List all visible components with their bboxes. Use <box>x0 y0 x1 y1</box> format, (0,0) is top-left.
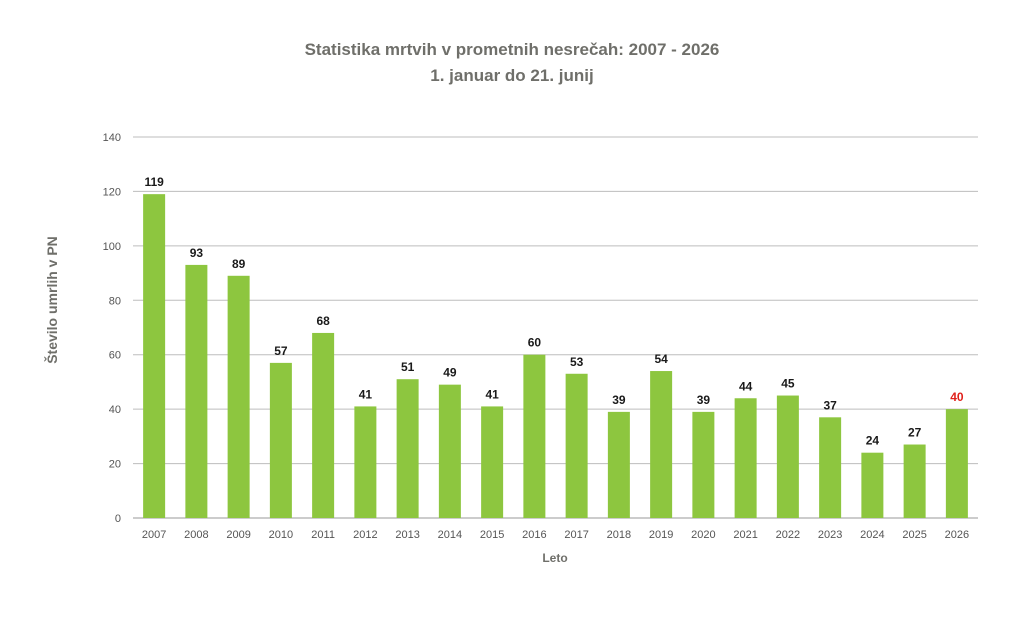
bar-value-label: 60 <box>528 336 542 350</box>
bar <box>861 452 884 518</box>
x-tick-label: 2019 <box>649 529 673 541</box>
bar <box>734 398 757 518</box>
bar <box>903 444 926 518</box>
y-tick-label: 140 <box>103 132 121 144</box>
bar <box>819 417 842 518</box>
bar-value-label: 49 <box>443 366 457 380</box>
x-tick-label: 2008 <box>184 529 208 541</box>
x-tick-label: 2016 <box>522 529 546 541</box>
x-tick-label: 2026 <box>945 529 969 541</box>
y-tick-label: 120 <box>103 186 121 198</box>
bar-value-label: 54 <box>654 352 668 366</box>
bar-value-label: 93 <box>190 246 204 260</box>
x-tick-label: 2011 <box>311 529 335 541</box>
bar <box>438 384 461 518</box>
bar-value-label: 39 <box>612 393 626 407</box>
bars: 119 93 89 57 68 41 51 49 41 60 53 39 54 39 44 45 37 24 27 4… <box>143 175 968 518</box>
x-tick-label: 2024 <box>860 529 884 541</box>
grid-lines <box>133 136 978 519</box>
bar <box>945 409 968 518</box>
bar-value-label: 37 <box>823 398 837 412</box>
y-tick-label: 60 <box>109 350 121 362</box>
bar <box>776 395 799 518</box>
x-tick-label: 2023 <box>818 529 842 541</box>
bar <box>312 332 335 518</box>
x-tick-label: 2015 <box>480 529 504 541</box>
bar-value-label: 45 <box>781 377 795 391</box>
bar-value-label: 41 <box>359 387 373 401</box>
x-tick-label: 2009 <box>226 529 250 541</box>
bar-value-label: 68 <box>316 314 330 328</box>
bar-value-label: 53 <box>570 355 584 369</box>
x-tick-label: 2014 <box>438 529 462 541</box>
y-tick-label: 80 <box>109 295 121 307</box>
x-tick-label: 2020 <box>691 529 715 541</box>
bar-value-label: 57 <box>274 344 288 358</box>
bar-value-label: 40 <box>950 390 964 404</box>
bar <box>143 194 166 518</box>
bar-value-label: 119 <box>144 175 164 189</box>
chart-title: Statistika mrtvih v prometnih nesrečah: … <box>304 40 720 59</box>
bar-value-label: 39 <box>697 393 711 407</box>
bar <box>565 373 588 518</box>
bar <box>269 362 292 518</box>
x-tick-label: 2017 <box>564 529 588 541</box>
bar <box>692 411 715 518</box>
bar <box>607 411 630 518</box>
x-tick-label: 2010 <box>269 529 293 541</box>
x-tick-label: 2012 <box>353 529 377 541</box>
x-tick-label: 2025 <box>902 529 926 541</box>
x-tick-label: 2007 <box>142 529 166 541</box>
bar <box>396 379 419 518</box>
x-tick-label: 2018 <box>607 529 631 541</box>
bar <box>523 354 546 518</box>
bar <box>650 371 673 518</box>
y-tick-label: 0 <box>115 513 121 525</box>
bar-value-label: 44 <box>739 379 753 393</box>
x-axis-ticks: 2007 2008 2009 2010 2011 2012 2013 2014 2015 2016… <box>142 529 969 541</box>
chart-subtitle: 1. januar do 21. junij <box>430 66 594 85</box>
y-tick-label: 100 <box>103 241 121 253</box>
bar <box>227 275 250 518</box>
bar-value-label: 51 <box>401 360 415 374</box>
bar-value-label: 27 <box>908 426 922 440</box>
bar <box>481 406 504 518</box>
y-axis-ticks: 0 20 40 60 80 100 120 140 <box>103 132 121 525</box>
y-tick-label: 40 <box>109 404 121 416</box>
bar <box>354 406 377 518</box>
bar <box>185 264 208 518</box>
bar-value-label: 24 <box>866 434 880 448</box>
x-tick-label: 2013 <box>395 529 419 541</box>
bar-value-label: 41 <box>485 387 499 401</box>
y-axis-label: Število umrlih v PN <box>43 236 60 364</box>
x-axis-label: Leto <box>542 551 567 565</box>
x-tick-label: 2022 <box>776 529 800 541</box>
y-tick-label: 20 <box>109 459 121 471</box>
bar-value-label: 89 <box>232 257 246 271</box>
x-tick-label: 2021 <box>733 529 757 541</box>
